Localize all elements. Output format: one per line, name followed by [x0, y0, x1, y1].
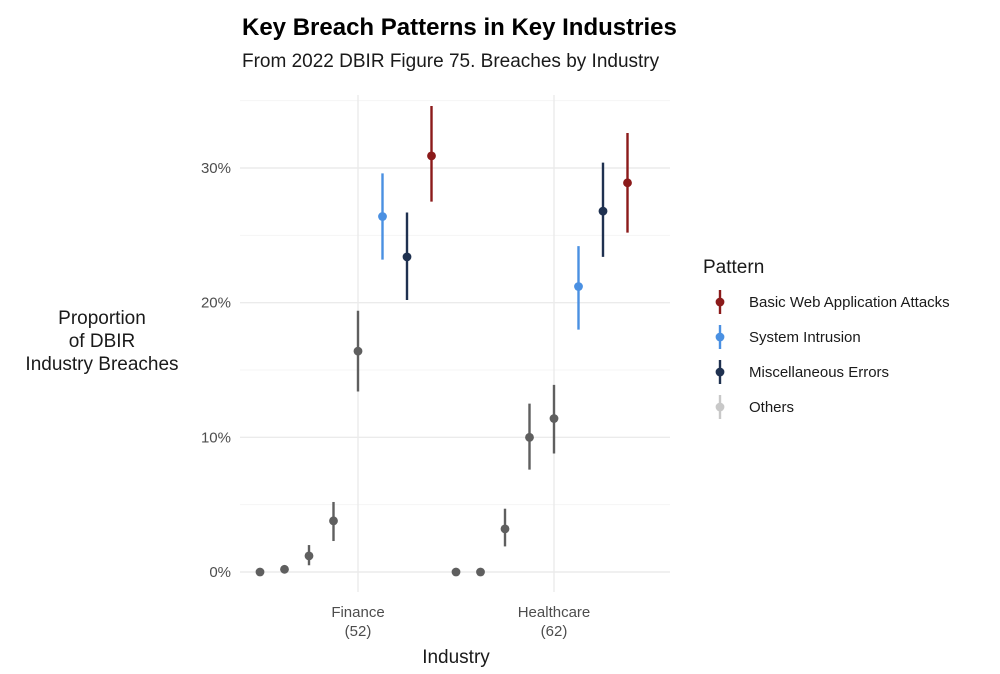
y-axis-title-line: of DBIR	[69, 331, 136, 352]
legend-title: Pattern	[703, 257, 764, 278]
point-marker	[525, 432, 534, 442]
data-point	[476, 567, 485, 577]
data-point	[329, 501, 338, 542]
legend-label: Others	[749, 399, 794, 416]
point-marker	[451, 567, 461, 577]
point-marker	[500, 524, 510, 534]
legend-item: Others	[715, 395, 794, 419]
data-point	[353, 310, 363, 392]
data-point	[574, 246, 583, 330]
data-point	[280, 564, 289, 574]
y-axis-title-line: Proportion	[58, 308, 146, 329]
legend-key-point	[715, 402, 725, 412]
legend-key-point	[715, 332, 725, 342]
point-marker	[402, 252, 412, 262]
point-marker	[623, 178, 632, 188]
x-axis-ticks: Finance (52) Healthcare (62)	[331, 604, 590, 640]
point-marker	[598, 206, 608, 216]
data-point	[378, 173, 387, 260]
data-point	[598, 162, 608, 257]
chart-subtitle: From 2022 DBIR Figure 75. Breaches by In…	[242, 51, 660, 72]
data-point	[500, 508, 510, 547]
data-point	[304, 545, 314, 566]
point-marker	[378, 212, 387, 221]
point-marker	[329, 516, 338, 526]
point-marker	[476, 567, 485, 577]
legend-label: System Intrusion	[749, 329, 861, 346]
legend-key-point	[715, 297, 725, 307]
legend-item: Basic Web Application Attacks	[715, 290, 950, 314]
data-points	[255, 106, 632, 577]
data-point	[549, 384, 559, 454]
y-axis-title-line: Industry Breaches	[25, 354, 178, 375]
data-point	[525, 403, 534, 470]
legend-label: Basic Web Application Attacks	[749, 294, 950, 311]
point-marker	[304, 551, 314, 561]
x-tick-count: (62)	[541, 623, 568, 640]
x-tick-label: Finance	[331, 604, 384, 621]
legend-label: Miscellaneous Errors	[749, 364, 889, 381]
y-tick-label: 20%	[201, 295, 231, 312]
legend-item: Miscellaneous Errors	[715, 360, 889, 384]
point-marker	[574, 282, 583, 291]
data-point	[255, 567, 265, 577]
x-axis-title: Industry	[422, 647, 490, 668]
point-marker	[353, 346, 363, 356]
data-point	[427, 106, 436, 202]
x-tick-count: (52)	[345, 623, 372, 640]
data-point	[402, 212, 412, 300]
data-point	[451, 567, 461, 577]
chart-title: Key Breach Patterns in Key Industries	[242, 14, 677, 41]
y-tick-label: 30%	[201, 160, 231, 177]
grid	[240, 95, 670, 592]
point-marker	[427, 151, 436, 161]
data-point	[623, 132, 632, 233]
legend-item: System Intrusion	[715, 325, 861, 349]
point-marker	[255, 567, 265, 577]
y-tick-label: 10%	[201, 429, 231, 446]
legend: Pattern Basic Web Application Attacks Sys…	[703, 257, 950, 419]
x-tick-label: Healthcare	[518, 604, 591, 621]
legend-key-point	[715, 367, 725, 377]
y-tick-label: 0%	[209, 564, 231, 581]
point-marker	[549, 414, 559, 423]
point-marker	[280, 564, 289, 574]
y-axis-ticks: 0% 10% 20% 30%	[201, 160, 231, 581]
